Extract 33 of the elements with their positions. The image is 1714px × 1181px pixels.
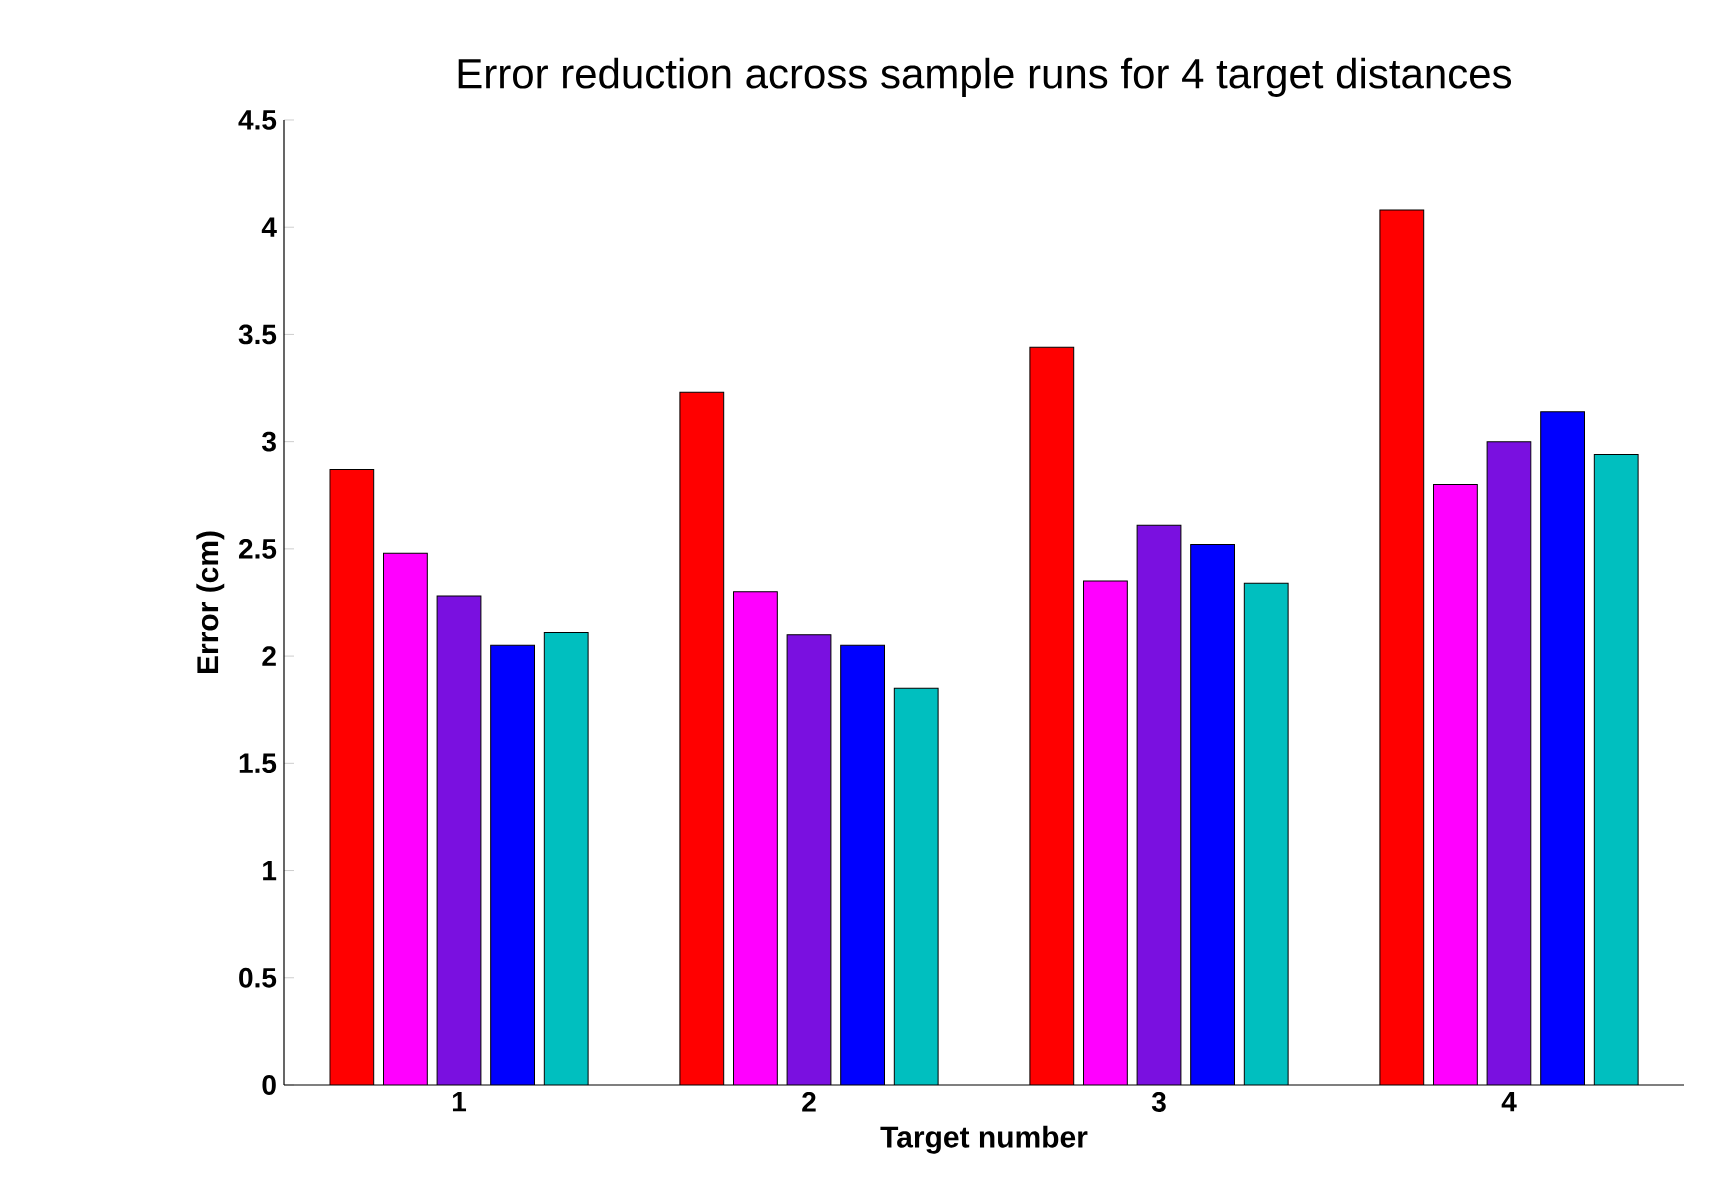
bar <box>1137 525 1181 1085</box>
y-tick-label: 2.5 <box>238 538 277 559</box>
y-axis-title: Error (cm) <box>196 531 225 673</box>
bar <box>1190 544 1235 1085</box>
bar <box>383 553 428 1085</box>
y-tick-label: 3 <box>261 431 276 452</box>
bar <box>1244 583 1289 1085</box>
x-tick-label: 3 <box>1151 1092 1166 1112</box>
bar <box>1433 484 1478 1085</box>
bar <box>733 591 778 1085</box>
bar <box>840 645 885 1085</box>
bar <box>787 634 831 1085</box>
y-tick-label: 4 <box>261 217 277 237</box>
bar <box>490 645 535 1085</box>
x-tick-label: 1 <box>452 1092 467 1112</box>
y-tick-label: 3.5 <box>238 324 277 345</box>
bar <box>1486 441 1532 1085</box>
x-tick-label: 2 <box>802 1092 816 1112</box>
y-tick-label: 1 <box>263 860 277 881</box>
y-tick-label: 2 <box>262 646 276 666</box>
y-tick-label: 4.5 <box>238 110 277 130</box>
bar <box>1083 581 1128 1085</box>
bar <box>437 596 481 1085</box>
x-axis-title: Target number <box>880 1125 1088 1154</box>
bar <box>544 632 589 1085</box>
bar <box>1540 411 1586 1085</box>
bar <box>894 688 939 1085</box>
x-tick-label: 4 <box>1501 1092 1517 1112</box>
bar <box>1593 454 1639 1085</box>
y-tick-label: 1.5 <box>239 753 277 774</box>
y-tick-label: 0 <box>262 1075 276 1095</box>
y-tick-label: 0.5 <box>239 967 277 988</box>
chart-title: Error reduction across sample runs for 4 target distances <box>458 57 1512 97</box>
